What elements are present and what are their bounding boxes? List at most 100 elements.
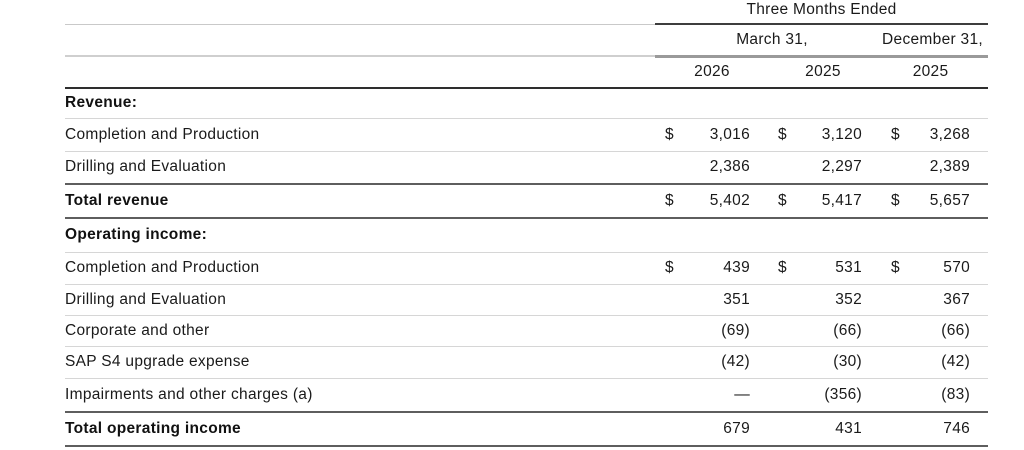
value-cell: 367 — [914, 284, 989, 316]
value-cell: 3,268 — [914, 118, 989, 152]
value-cell: 431 — [803, 412, 867, 447]
row-label: Completion and Production — [65, 252, 655, 285]
year-column-1: 2026 — [655, 56, 755, 89]
value-cell: (356) — [803, 378, 867, 413]
value-cell: (42) — [691, 346, 755, 379]
currency-symbol-cell — [755, 378, 803, 413]
value-cell — [691, 88, 755, 119]
currency-symbol-cell — [755, 284, 803, 316]
currency-symbol-cell: $ — [755, 184, 803, 219]
currency-symbol-cell — [867, 315, 914, 347]
currency-symbol-cell: $ — [867, 184, 914, 219]
period-title: Three Months Ended — [655, 0, 989, 25]
value-cell — [803, 88, 867, 119]
value-cell: 2,386 — [691, 151, 755, 185]
value-cell — [803, 218, 867, 253]
column-group-december: December 31, — [867, 24, 989, 58]
currency-symbol-cell — [867, 284, 914, 316]
value-cell: (66) — [914, 315, 989, 347]
value-cell: 746 — [914, 412, 989, 447]
value-cell: (69) — [691, 315, 755, 347]
currency-symbol-cell: $ — [867, 252, 914, 285]
value-cell: 570 — [914, 252, 989, 285]
value-cell: 5,402 — [691, 184, 755, 219]
currency-symbol-cell — [655, 412, 691, 447]
currency-symbol-cell — [655, 378, 691, 413]
currency-symbol-cell — [655, 284, 691, 316]
row-label: Drilling and Evaluation — [65, 151, 655, 185]
currency-symbol-cell — [755, 315, 803, 347]
header-spacer-cell — [65, 56, 655, 89]
table-row: Completion and Production $439 $531 $570 — [65, 252, 989, 285]
value-cell: (66) — [803, 315, 867, 347]
row-label: Revenue: — [65, 88, 655, 119]
table-body: Revenue: Completion and Production $3,016 $… — [65, 88, 989, 447]
row-label: Corporate and other — [65, 315, 655, 347]
value-cell: 5,657 — [914, 184, 989, 219]
currency-symbol-cell — [867, 88, 914, 119]
currency-symbol-cell: $ — [655, 252, 691, 285]
table-row: Total operating income 679 431 746 — [65, 412, 989, 447]
row-label: SAP S4 upgrade expense — [65, 346, 655, 379]
table-row: Drilling and Evaluation 351 352 367 — [65, 284, 989, 316]
table-header-period-row: Three Months Ended — [65, 0, 989, 25]
value-cell — [691, 218, 755, 253]
column-group-march: March 31, — [655, 24, 867, 58]
row-label: Operating income: — [65, 218, 655, 253]
header-spacer-cell — [65, 0, 655, 25]
row-label: Total operating income — [65, 412, 655, 447]
currency-symbol-cell: $ — [755, 252, 803, 285]
currency-symbol-cell: $ — [655, 118, 691, 152]
currency-symbol-cell — [755, 218, 803, 253]
year-column-2: 2025 — [755, 56, 867, 89]
value-cell: 3,120 — [803, 118, 867, 152]
value-cell: 679 — [691, 412, 755, 447]
table-header-years-row: 2026 2025 2025 — [65, 56, 989, 89]
income-statement-table: Three Months Ended March 31, December 31… — [65, 0, 989, 447]
table-row: Revenue: — [65, 88, 989, 119]
table-row: Operating income: — [65, 218, 989, 253]
currency-symbol-cell: $ — [755, 118, 803, 152]
currency-symbol-cell — [755, 412, 803, 447]
value-cell: 439 — [691, 252, 755, 285]
value-cell — [914, 88, 989, 119]
currency-symbol-cell — [655, 88, 691, 119]
value-cell: 2,297 — [803, 151, 867, 185]
currency-symbol-cell — [867, 151, 914, 185]
value-cell: (30) — [803, 346, 867, 379]
value-cell: 351 — [691, 284, 755, 316]
value-cell: 531 — [803, 252, 867, 285]
currency-symbol-cell — [655, 218, 691, 253]
row-label: Total revenue — [65, 184, 655, 219]
currency-symbol-cell — [755, 151, 803, 185]
header-spacer-cell — [65, 24, 655, 57]
value-cell — [914, 218, 989, 253]
row-label: Completion and Production — [65, 118, 655, 152]
currency-symbol-cell — [655, 346, 691, 379]
row-label: Impairments and other charges (a) — [65, 378, 655, 413]
currency-symbol-cell — [755, 88, 803, 119]
currency-symbol-cell — [655, 315, 691, 347]
currency-symbol-cell — [867, 218, 914, 253]
currency-symbol-cell: $ — [867, 118, 914, 152]
value-cell: 2,389 — [914, 151, 989, 185]
value-cell: (42) — [914, 346, 989, 379]
table-row: Drilling and Evaluation 2,386 2,297 2,389 — [65, 151, 989, 185]
value-cell: (83) — [914, 378, 989, 413]
currency-symbol-cell — [867, 346, 914, 379]
table-row: Total revenue $5,402 $5,417 $5,657 — [65, 184, 989, 219]
currency-symbol-cell — [755, 346, 803, 379]
currency-symbol-cell — [867, 412, 914, 447]
table-row: SAP S4 upgrade expense (42) (30) (42) — [65, 346, 989, 379]
currency-symbol-cell — [867, 378, 914, 413]
currency-symbol-cell — [655, 151, 691, 185]
currency-symbol-cell: $ — [655, 184, 691, 219]
year-column-3: 2025 — [867, 56, 989, 89]
table-row: Completion and Production $3,016 $3,120 $3,… — [65, 118, 989, 152]
table-header-dates-row: March 31, December 31, — [65, 24, 989, 58]
value-cell: 5,417 — [803, 184, 867, 219]
row-label: Drilling and Evaluation — [65, 284, 655, 316]
table-row: Impairments and other charges (a) — (356) (… — [65, 378, 989, 413]
value-cell: 352 — [803, 284, 867, 316]
